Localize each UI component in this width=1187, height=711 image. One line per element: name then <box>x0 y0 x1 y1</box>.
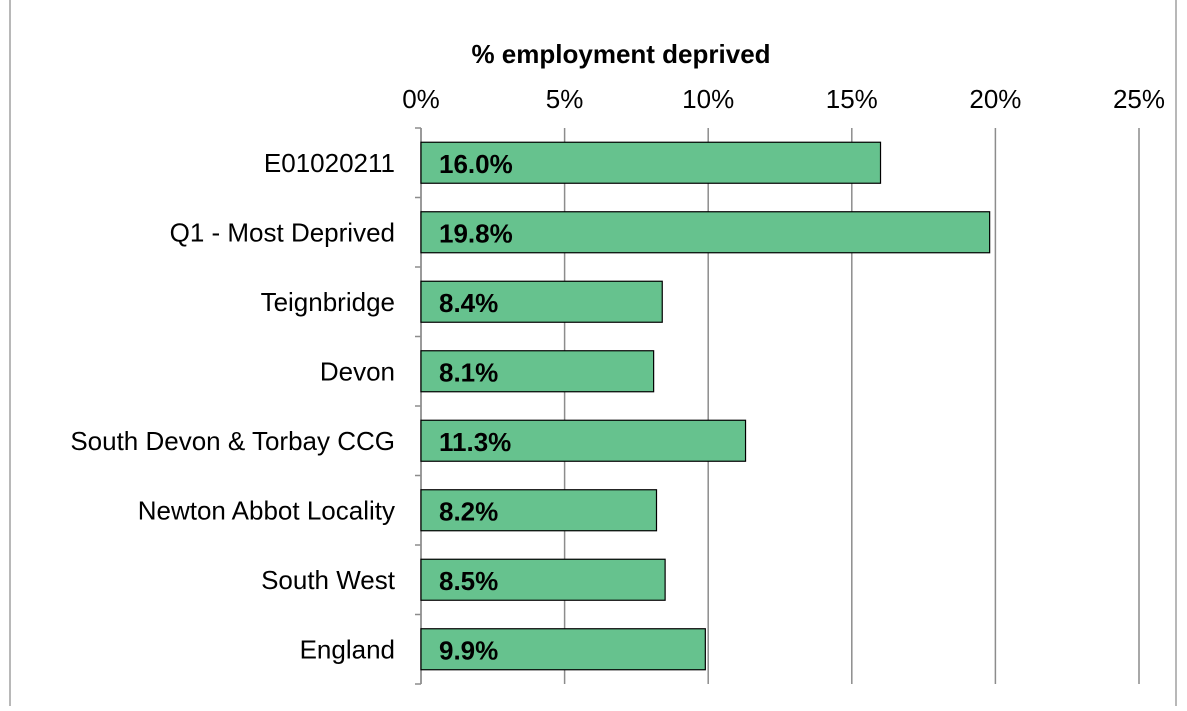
data-label: 16.0% <box>439 149 513 179</box>
bar <box>420 211 991 254</box>
x-tick-label: 20% <box>969 84 1021 114</box>
category-label: E01020211 <box>264 148 395 178</box>
data-label: 8.5% <box>439 566 498 596</box>
bar <box>420 558 666 601</box>
category-label: South West <box>261 565 396 595</box>
bar <box>420 350 655 393</box>
bar <box>420 628 706 671</box>
x-tick-label: 15% <box>826 84 878 114</box>
data-label: 8.2% <box>439 496 498 526</box>
bar <box>420 280 663 323</box>
data-label: 11.3% <box>439 427 511 457</box>
x-tick-label: 5% <box>546 84 584 114</box>
labels: E01020211 16.0% Q1 - Most Deprived 19.8% Tei… <box>70 148 512 666</box>
data-label: 8.1% <box>439 357 498 387</box>
bars <box>420 141 991 671</box>
category-label: Teignbridge <box>261 287 395 317</box>
bar <box>420 489 658 532</box>
bar <box>420 141 882 184</box>
category-label: England <box>300 634 395 664</box>
chart-title: % employment deprived <box>471 39 770 69</box>
x-axis-ticks: 0% 5% 10% 15% 20% 25% <box>402 84 1165 114</box>
category-label: Devon <box>320 356 395 386</box>
category-label: South Devon & Torbay CCG <box>70 426 395 456</box>
x-tick-label: 25% <box>1113 84 1165 114</box>
x-tick-label: 10% <box>682 84 734 114</box>
x-tick-label: 0% <box>402 84 440 114</box>
category-label: Q1 - Most Deprived <box>170 217 395 247</box>
data-label: 19.8% <box>439 218 513 248</box>
category-label: Newton Abbot Locality <box>138 495 395 525</box>
data-label: 8.4% <box>439 288 498 318</box>
bar <box>420 419 747 462</box>
data-label: 9.9% <box>439 635 498 665</box>
